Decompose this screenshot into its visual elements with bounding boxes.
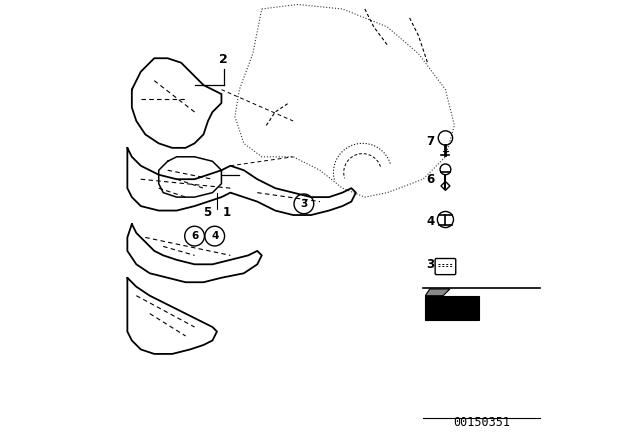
Text: 4: 4 (426, 215, 435, 228)
Text: 7: 7 (426, 134, 435, 148)
Text: 2: 2 (220, 53, 228, 66)
Text: 6: 6 (191, 231, 198, 241)
Text: 5: 5 (204, 206, 212, 220)
Text: 00150351: 00150351 (452, 415, 510, 429)
FancyBboxPatch shape (425, 296, 479, 320)
Text: 3: 3 (426, 258, 435, 271)
Text: 1: 1 (222, 206, 230, 220)
Text: 3: 3 (300, 199, 307, 209)
Text: 4: 4 (211, 231, 218, 241)
Polygon shape (425, 289, 450, 296)
Text: 6: 6 (426, 172, 435, 186)
